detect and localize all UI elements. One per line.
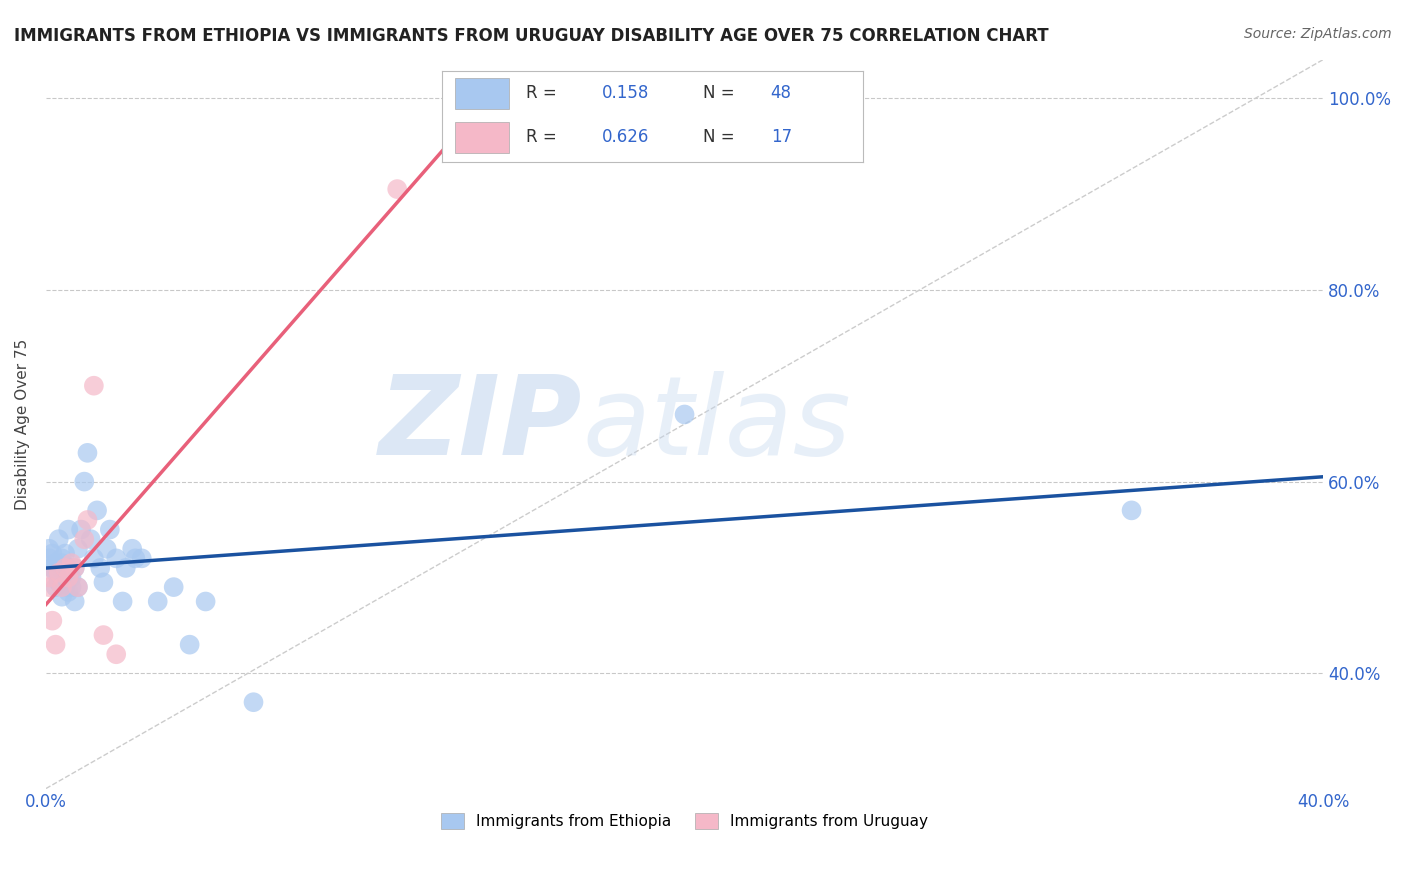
- Point: [53, 580, 76, 594]
- Point: [38, 570, 60, 584]
- Legend: Immigrants from Ethiopia, Immigrants from Uruguay: Immigrants from Ethiopia, Immigrants fro…: [436, 807, 934, 836]
- Point: [124, 551, 146, 566]
- Point: [66, 541, 89, 556]
- Point: [66, 580, 89, 594]
- Point: [66, 580, 89, 594]
- Point: [73, 475, 96, 489]
- Point: [48, 561, 70, 575]
- Point: [79, 532, 101, 546]
- Point: [51, 551, 73, 566]
- Point: [60, 580, 83, 594]
- Point: [51, 556, 73, 570]
- Y-axis label: Disability Age Over 75: Disability Age Over 75: [15, 338, 30, 509]
- Point: [38, 580, 60, 594]
- Point: [53, 566, 76, 580]
- Point: [53, 547, 76, 561]
- Point: [45, 580, 67, 594]
- Point: [70, 523, 93, 537]
- Text: Source: ZipAtlas.com: Source: ZipAtlas.com: [1244, 27, 1392, 41]
- Point: [96, 541, 118, 556]
- Point: [41, 547, 63, 561]
- Point: [63, 594, 86, 608]
- Point: [86, 503, 108, 517]
- Text: atlas: atlas: [582, 370, 851, 477]
- Point: [242, 695, 264, 709]
- Point: [48, 575, 70, 590]
- Point: [83, 378, 105, 392]
- Point: [73, 532, 96, 546]
- Point: [89, 561, 111, 575]
- Point: [58, 523, 80, 537]
- Point: [83, 551, 105, 566]
- Point: [111, 594, 134, 608]
- Text: ZIP: ZIP: [378, 370, 582, 477]
- Point: [41, 614, 63, 628]
- Point: [58, 585, 80, 599]
- Point: [51, 590, 73, 604]
- Point: [93, 575, 115, 590]
- Point: [114, 561, 136, 575]
- Point: [98, 523, 121, 537]
- Point: [93, 628, 115, 642]
- Point: [76, 513, 98, 527]
- Point: [63, 561, 86, 575]
- Point: [48, 566, 70, 580]
- Point: [60, 570, 83, 584]
- Point: [51, 580, 73, 594]
- Point: [105, 551, 128, 566]
- Point: [121, 541, 143, 556]
- Point: [45, 556, 67, 570]
- Point: [105, 647, 128, 661]
- Point: [60, 556, 83, 570]
- Point: [63, 561, 86, 575]
- Point: [41, 561, 63, 575]
- Point: [385, 182, 408, 196]
- Point: [38, 541, 60, 556]
- Point: [38, 551, 60, 566]
- Point: [45, 638, 67, 652]
- Point: [146, 594, 169, 608]
- Point: [673, 408, 696, 422]
- Point: [53, 561, 76, 575]
- Point: [194, 594, 217, 608]
- Point: [58, 561, 80, 575]
- Point: [76, 446, 98, 460]
- Point: [45, 566, 67, 580]
- Text: IMMIGRANTS FROM ETHIOPIA VS IMMIGRANTS FROM URUGUAY DISABILITY AGE OVER 75 CORRE: IMMIGRANTS FROM ETHIOPIA VS IMMIGRANTS F…: [14, 27, 1049, 45]
- Point: [163, 580, 186, 594]
- Point: [1121, 503, 1143, 517]
- Point: [179, 638, 201, 652]
- Point: [58, 570, 80, 584]
- Point: [131, 551, 153, 566]
- Point: [48, 532, 70, 546]
